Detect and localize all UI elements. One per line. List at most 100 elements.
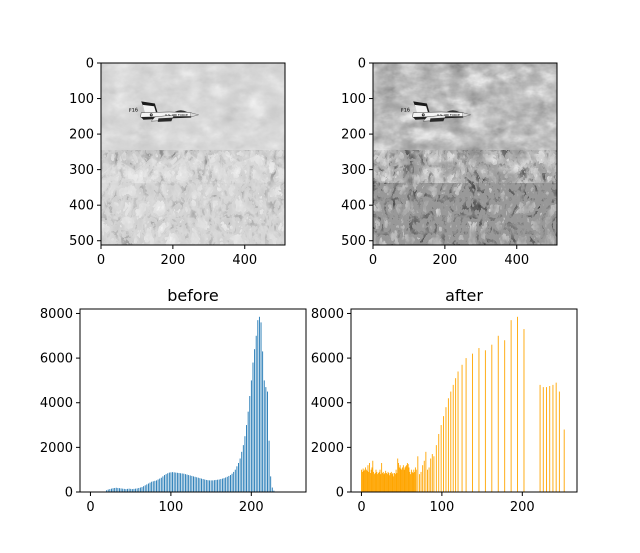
histogram-bar-before xyxy=(260,322,262,492)
histogram-bar-before xyxy=(152,481,154,492)
histogram-bar-after xyxy=(539,384,541,492)
histogram-bar-after xyxy=(383,474,385,492)
x-tick-label-before: 100 xyxy=(158,500,183,515)
histogram-bars-after xyxy=(361,316,565,492)
histogram-bar-before xyxy=(263,380,265,492)
histogram-bar-after xyxy=(407,464,409,492)
histogram-bar-after xyxy=(423,460,425,492)
histogram-bar-after xyxy=(378,471,380,492)
histogram-bar-before xyxy=(228,475,230,492)
histogram-bar-before xyxy=(268,440,270,492)
histogram-bar-after xyxy=(413,469,415,492)
histogram-bar-after xyxy=(563,429,565,492)
histogram-bar-before xyxy=(205,479,207,492)
histogram-bar-before xyxy=(252,362,254,492)
histogram-bar-before xyxy=(241,451,243,492)
histogram-bar-after xyxy=(373,471,375,492)
histogram-bar-after xyxy=(410,469,412,492)
histogram-bar-after xyxy=(510,320,512,492)
histogram-bar-before xyxy=(226,476,228,492)
y-tick-label-before-image: 100 xyxy=(69,92,94,107)
histogram-bar-after xyxy=(386,473,387,492)
histogram-bar-after xyxy=(517,316,519,492)
histogram-bar-before xyxy=(255,335,257,492)
y-tick-label-before-image: 500 xyxy=(69,234,94,249)
histogram-bar-after xyxy=(377,473,379,492)
y-tick-label-after-image: 300 xyxy=(341,163,366,178)
histogram-bar-before xyxy=(215,479,217,492)
histogram-bar-after xyxy=(398,462,399,492)
histogram-bar-before xyxy=(236,466,238,492)
histogram-bar-before xyxy=(202,479,204,492)
histogram-bar-after xyxy=(549,385,551,492)
histogram-bar-before xyxy=(172,472,174,492)
histogram-bar-before xyxy=(128,488,130,492)
histogram-bar-after xyxy=(478,348,480,492)
histogram-bar-before xyxy=(109,489,111,492)
histogram-bar-before xyxy=(159,478,161,492)
histogram-bar-after xyxy=(484,350,486,492)
histogram-bar-before xyxy=(106,490,108,492)
histogram-bar-after xyxy=(391,474,393,492)
histogram-bar-before xyxy=(193,476,194,492)
histogram-bar-before xyxy=(135,488,137,492)
histogram-bar-after xyxy=(390,473,391,492)
histogram-bar-after xyxy=(365,467,366,492)
histogram-bar-before xyxy=(181,473,183,492)
y-tick-label-before-image: 200 xyxy=(69,128,94,143)
histogram-bar-after xyxy=(377,474,379,492)
histogram-bar-after xyxy=(558,391,560,492)
histogram-bar-after xyxy=(368,471,370,492)
y-tick-label-after: 8000 xyxy=(311,307,344,322)
tail-marking-after: F16 xyxy=(401,107,411,114)
x-tick-label-after: 200 xyxy=(510,500,535,515)
histogram-bar-before xyxy=(180,473,182,492)
histogram-bar-after xyxy=(396,473,398,492)
histogram-bar-after xyxy=(445,407,447,492)
histogram-bars-before xyxy=(106,316,275,492)
histogram-bar-before xyxy=(173,472,175,492)
histogram-bar-before xyxy=(123,488,125,492)
histogram-bar-before xyxy=(146,484,148,492)
histogram-bar-before xyxy=(262,351,264,492)
x-tick-label-before: 0 xyxy=(86,500,94,515)
histogram-bar-before xyxy=(270,476,272,492)
histogram-bar-after xyxy=(394,473,395,492)
histogram-bar-before xyxy=(160,477,162,492)
histogram-bar-after xyxy=(431,454,433,492)
histogram-bar-after xyxy=(418,474,420,492)
histogram-bar-after xyxy=(386,474,388,492)
histogram-bar-after xyxy=(372,460,374,492)
histogram-bar-after xyxy=(504,340,506,492)
histogram-bar-before xyxy=(184,474,186,492)
histogram-bar-after xyxy=(406,462,408,492)
histogram-bar-before xyxy=(191,475,193,492)
histogram-bar-before xyxy=(273,490,275,492)
histogram-bar-before xyxy=(156,480,157,492)
histogram-bar-before xyxy=(220,479,222,492)
histogram-bar-after xyxy=(365,469,367,492)
histogram-bar-before xyxy=(242,445,244,492)
histogram-bar-before xyxy=(234,469,236,492)
histogram-bar-after xyxy=(362,468,364,492)
histogram-bar-before xyxy=(147,483,149,492)
histogram-bar-before xyxy=(271,487,273,492)
histogram-bar-before xyxy=(207,480,209,492)
y-tick-label-after: 6000 xyxy=(311,352,344,367)
y-tick-label-before: 6000 xyxy=(40,352,73,367)
airplane-photo-original: F16 U.S. AIR FORCE xyxy=(101,63,285,245)
histogram-bar-before xyxy=(186,474,188,492)
histogram-bar-before xyxy=(176,472,178,492)
x-tick-label-after: 0 xyxy=(357,500,365,515)
histogram-bar-after xyxy=(452,384,454,492)
histogram-bar-before xyxy=(164,475,165,492)
histogram-bar-after xyxy=(405,466,407,492)
x-tick-label-before-image: 0 xyxy=(97,253,105,268)
y-tick-label-before: 8000 xyxy=(40,307,73,322)
histogram-bar-after xyxy=(370,469,372,492)
histogram-bar-after xyxy=(395,469,397,492)
histogram-bar-before xyxy=(249,396,251,492)
